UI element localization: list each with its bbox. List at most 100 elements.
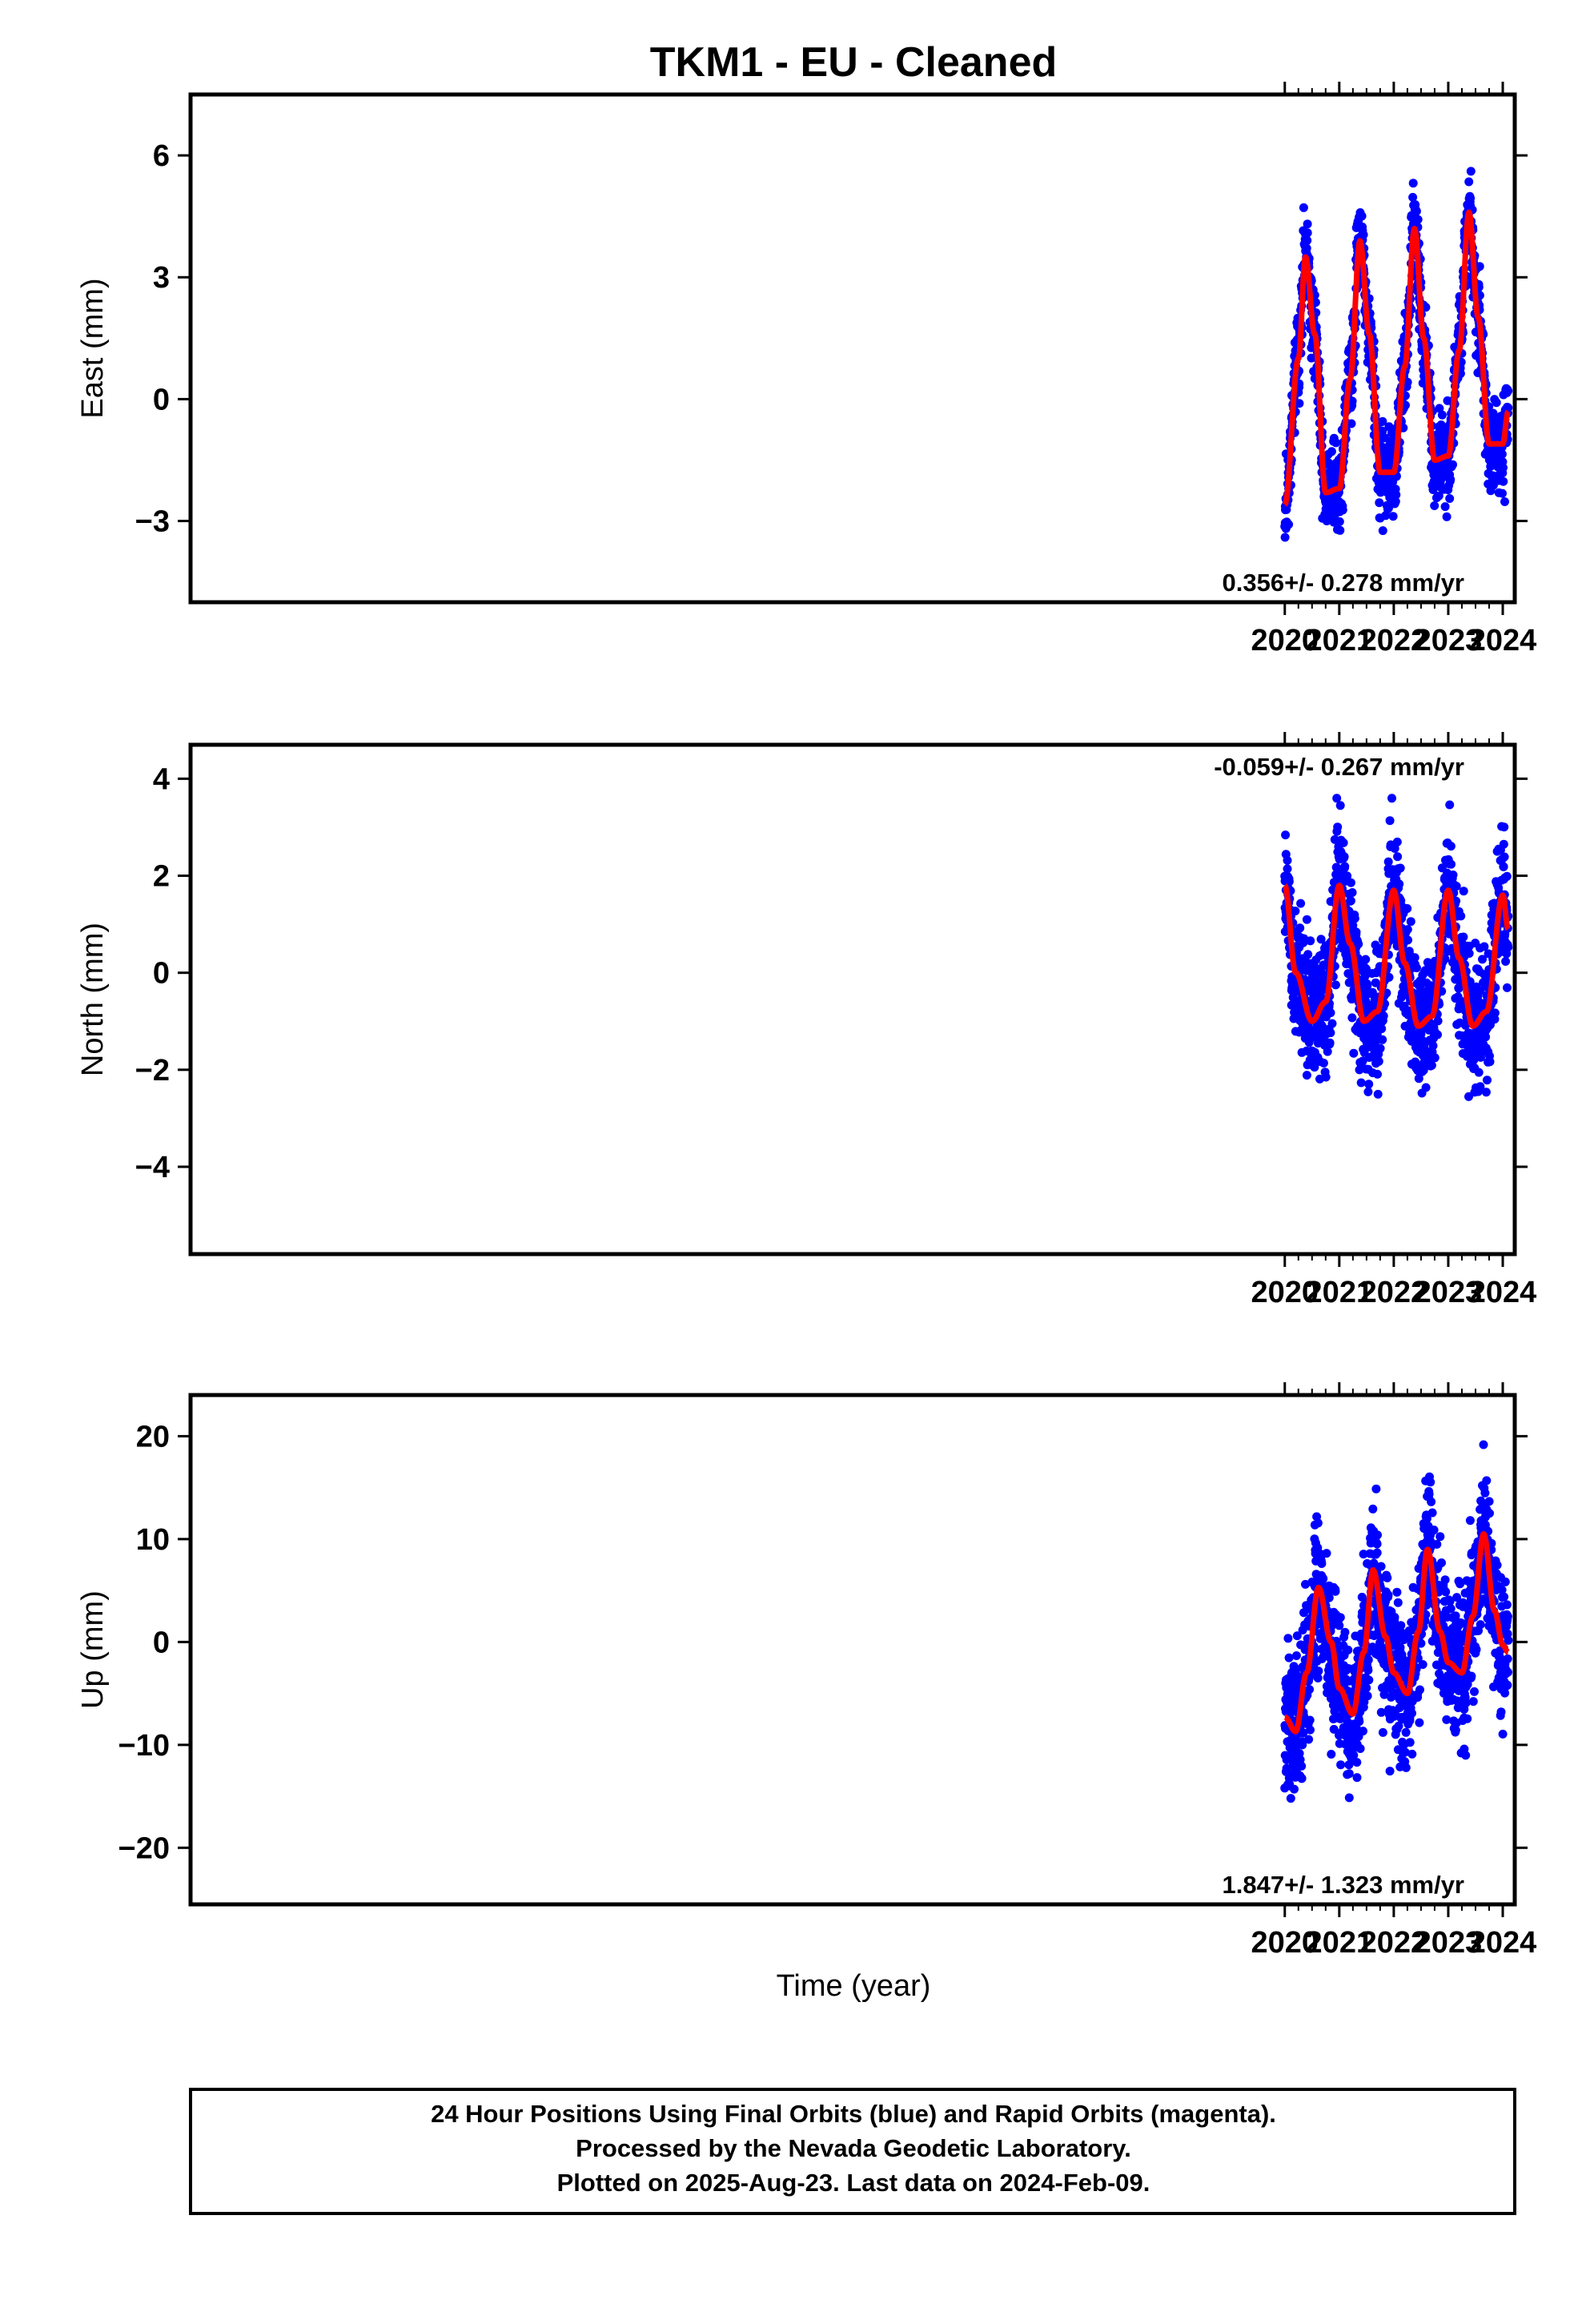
- north-x-tick-label: 2023: [1415, 1276, 1483, 1309]
- up-data-point: [1497, 1585, 1507, 1594]
- up-data-point: [1435, 1532, 1445, 1542]
- east-data-point: [1335, 525, 1345, 535]
- east-y-tick-label: 3: [153, 261, 170, 295]
- east-data-point: [1335, 517, 1344, 526]
- north-data-point: [1383, 857, 1393, 866]
- north-y-tick-label: −2: [135, 1054, 170, 1088]
- up-data-point: [1299, 1728, 1308, 1738]
- north-data-point: [1373, 1089, 1383, 1099]
- east-data-point: [1435, 404, 1444, 413]
- north-data-point: [1485, 1057, 1495, 1067]
- east-data-point: [1302, 243, 1311, 253]
- footer-line-2: Processed by the Nevada Geodetic Laborat…: [576, 2134, 1131, 2162]
- north-data-point: [1387, 794, 1396, 803]
- north-data-point: [1385, 816, 1395, 826]
- up-data-point: [1396, 1621, 1406, 1630]
- up-data-point: [1343, 1645, 1353, 1655]
- up-data-point: [1313, 1673, 1323, 1683]
- north-data-point: [1333, 822, 1343, 832]
- north-data-point: [1459, 932, 1468, 942]
- up-data-point: [1355, 1744, 1365, 1753]
- north-data-point: [1500, 852, 1509, 862]
- up-frame: [188, 1393, 1517, 1907]
- north-data-point: [1364, 1080, 1374, 1089]
- east-data-point: [1504, 386, 1513, 396]
- up-x-tick-label: 2021: [1306, 1926, 1374, 1960]
- east-y-tick-label: 0: [153, 383, 170, 416]
- up-data-point: [1344, 1769, 1354, 1779]
- east-data-point: [1401, 400, 1410, 410]
- up-data-point: [1362, 1683, 1371, 1693]
- up-data-point: [1393, 1598, 1403, 1607]
- north-data-point: [1351, 927, 1361, 937]
- up-x-tick-label: 2022: [1360, 1926, 1428, 1960]
- north-data-point: [1446, 842, 1456, 851]
- north-data-point: [1503, 983, 1512, 992]
- east-data-point: [1295, 399, 1304, 408]
- up-data-point: [1335, 1613, 1345, 1622]
- north-rate-label: -0.059+/- 0.267 mm/yr: [1214, 753, 1464, 781]
- north-data-point: [1363, 1087, 1373, 1096]
- up-data-point: [1422, 1514, 1431, 1523]
- east-data-point: [1498, 489, 1507, 498]
- up-data-point: [1304, 1735, 1314, 1744]
- up-data-point: [1305, 1685, 1315, 1695]
- north-y-tick-label: 2: [153, 860, 170, 894]
- figure-title: TKM1 - EU - Cleaned: [650, 39, 1058, 86]
- north-data-point: [1347, 1013, 1357, 1023]
- north-data-point: [1448, 870, 1458, 879]
- north-data-point: [1464, 949, 1474, 958]
- north-data-point: [1406, 917, 1415, 927]
- up-data-point: [1364, 1675, 1374, 1685]
- up-data-point: [1352, 1773, 1362, 1783]
- east-data-point: [1504, 403, 1513, 412]
- up-data-point: [1291, 1651, 1301, 1660]
- up-data-point: [1476, 1620, 1485, 1630]
- north-data-point: [1325, 1038, 1335, 1047]
- up-data-point: [1465, 1516, 1475, 1526]
- east-rate-label: 0.356+/- 0.278 mm/yr: [1223, 569, 1464, 597]
- north-data-point: [1339, 852, 1349, 862]
- north-data-point: [1327, 1019, 1337, 1028]
- east-data-point: [1338, 505, 1347, 515]
- north-data-point: [1346, 878, 1355, 887]
- north-data-point: [1356, 1078, 1366, 1088]
- east-data-point: [1303, 235, 1312, 245]
- up-data-point: [1461, 1751, 1471, 1760]
- up-data-point: [1482, 1476, 1492, 1486]
- east-data-point: [1299, 203, 1308, 212]
- up-data-point: [1413, 1693, 1423, 1702]
- east-data-point: [1403, 377, 1412, 387]
- north-data-point: [1384, 972, 1394, 982]
- north-data-point: [1474, 1068, 1484, 1077]
- north-data-point: [1403, 904, 1412, 913]
- up-data-point: [1336, 1760, 1346, 1770]
- east-data-point: [1391, 497, 1400, 506]
- up-data-point: [1349, 1751, 1359, 1760]
- up-data-point: [1500, 1688, 1510, 1698]
- up-data-point: [1457, 1618, 1467, 1628]
- up-data-point: [1376, 1707, 1386, 1717]
- up-data-point: [1331, 1586, 1340, 1596]
- up-data-point: [1407, 1708, 1416, 1718]
- north-data-point: [1430, 1053, 1439, 1063]
- north-data-point: [1476, 1082, 1485, 1092]
- up-data-point: [1395, 1642, 1405, 1652]
- up-data-point: [1503, 1629, 1512, 1638]
- north-data-point: [1377, 1024, 1387, 1034]
- up-y-tick-label: −10: [118, 1729, 170, 1763]
- up-data-point: [1392, 1587, 1402, 1597]
- east-data-point: [1303, 219, 1312, 229]
- up-data-point: [1383, 1573, 1392, 1582]
- east-data-point: [1464, 177, 1474, 187]
- up-data-point: [1445, 1597, 1455, 1606]
- north-frame: [188, 742, 1517, 1256]
- north-data-point: [1302, 915, 1311, 924]
- north-data-point: [1326, 1028, 1335, 1038]
- up-data-point: [1329, 1724, 1339, 1734]
- up-data-point: [1363, 1655, 1373, 1665]
- north-data-point: [1500, 822, 1509, 832]
- east-data-point: [1357, 211, 1367, 221]
